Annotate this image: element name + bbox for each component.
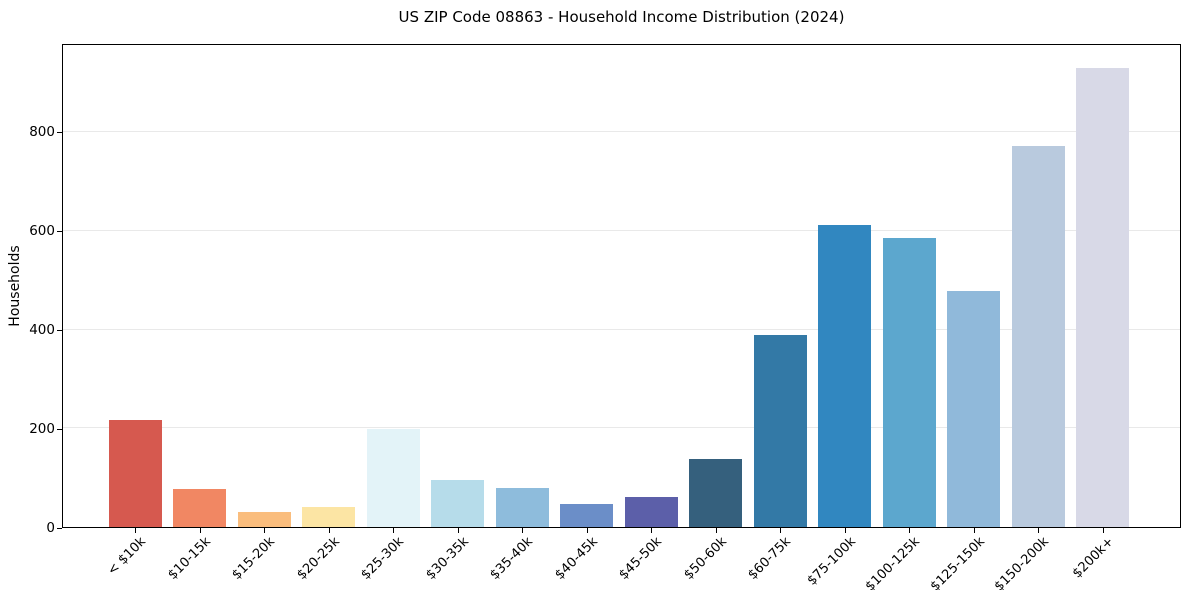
x-tick xyxy=(909,528,911,533)
x-tick xyxy=(715,528,717,533)
x-tick xyxy=(651,528,653,533)
x-tick xyxy=(457,528,459,533)
bar xyxy=(1011,145,1065,527)
y-tick xyxy=(57,329,62,331)
x-tick-label: $10-15k xyxy=(165,534,214,583)
bar xyxy=(431,479,485,527)
x-tick-label: $60-75k xyxy=(745,534,794,583)
x-tick xyxy=(1038,528,1040,533)
x-tick xyxy=(199,528,201,533)
y-tick xyxy=(57,528,62,529)
bar xyxy=(1076,68,1129,527)
gridline xyxy=(63,230,1180,231)
bar xyxy=(237,512,291,527)
x-tick-label: $15-20k xyxy=(229,534,279,583)
x-tick-label: $125-150k xyxy=(927,534,988,590)
x-tick xyxy=(973,528,975,533)
gridline xyxy=(63,131,1180,133)
x-tick-label: $45-50k xyxy=(616,534,666,583)
x-tick xyxy=(264,528,266,533)
x-tick-label: < $10k xyxy=(105,534,150,579)
y-tick xyxy=(57,131,62,133)
chart-title: US ZIP Code 08863 - Household Income Dis… xyxy=(398,8,845,26)
bar xyxy=(173,488,227,527)
x-tick xyxy=(586,528,588,533)
y-tick xyxy=(57,428,62,430)
x-tick-label: $75-100k xyxy=(804,534,859,589)
x-tick xyxy=(135,528,137,533)
x-tick-label: $200k+ xyxy=(1069,534,1117,582)
x-tick xyxy=(328,528,330,533)
bar xyxy=(495,487,549,527)
plot-area xyxy=(62,44,1181,528)
x-tick-label: $35-40k xyxy=(487,534,537,583)
x-tick-label: $30-35k xyxy=(423,534,472,583)
x-tick-label: $20-25k xyxy=(294,534,343,583)
x-tick-label: $40-45k xyxy=(552,534,601,583)
x-tick-label: $100-125k xyxy=(862,534,923,590)
bar xyxy=(882,237,936,527)
x-tick-label: $25-30k xyxy=(358,534,408,583)
bar xyxy=(366,429,420,527)
y-axis-label: Households xyxy=(7,245,23,327)
x-tick xyxy=(780,528,782,533)
y-tick-label: 200 xyxy=(29,420,55,437)
y-tick-label: 400 xyxy=(29,321,55,338)
y-tick-label: 800 xyxy=(29,123,55,140)
y-tick-label: 600 xyxy=(29,222,55,239)
x-tick xyxy=(1102,528,1104,533)
bar xyxy=(818,225,872,527)
x-tick-label: $50-60k xyxy=(681,534,730,583)
gridline xyxy=(63,427,1180,429)
bar xyxy=(302,507,356,527)
y-tick xyxy=(57,230,62,232)
bar xyxy=(947,291,1001,527)
x-tick xyxy=(393,528,395,533)
y-tick-label: 0 xyxy=(46,520,55,536)
x-tick xyxy=(844,528,846,533)
bar xyxy=(560,503,614,527)
x-tick-label: $150-200k xyxy=(991,534,1052,590)
bar xyxy=(624,497,678,527)
x-tick xyxy=(522,528,524,533)
bar xyxy=(689,459,743,527)
gridline xyxy=(63,328,1180,330)
bar xyxy=(108,420,162,527)
bar xyxy=(753,334,807,527)
